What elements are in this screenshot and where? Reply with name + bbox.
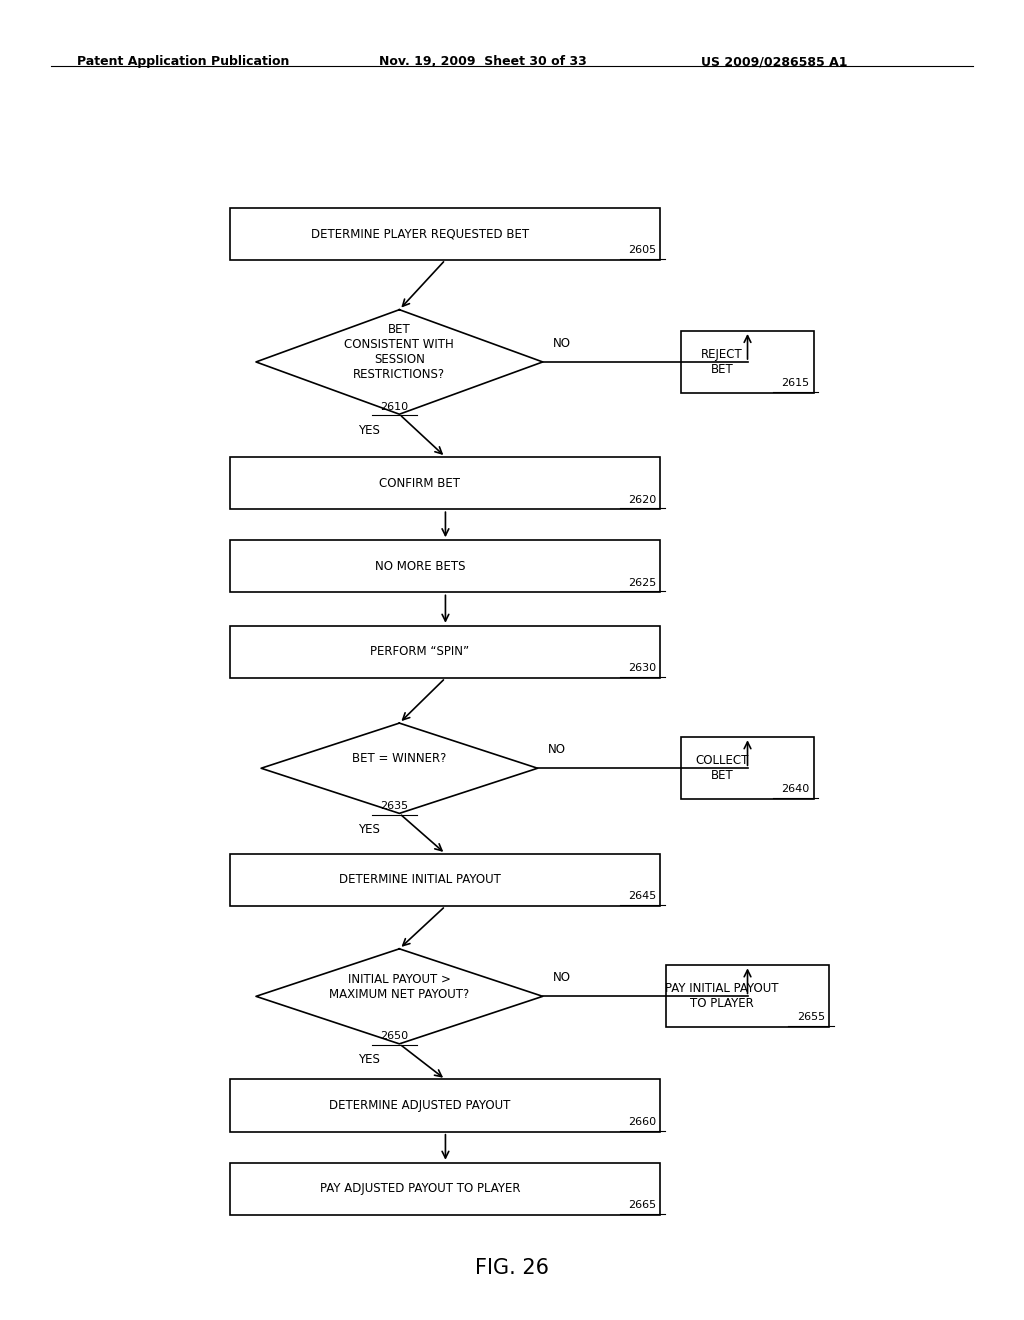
Text: YES: YES [357,1053,380,1067]
Text: US 2009/0286585 A1: US 2009/0286585 A1 [701,55,848,69]
Bar [681,331,814,393]
Text: 2660: 2660 [628,1117,656,1127]
Text: Nov. 19, 2009  Sheet 30 of 33: Nov. 19, 2009 Sheet 30 of 33 [379,55,587,69]
Text: NO: NO [553,972,571,985]
Text: 2620: 2620 [628,495,656,504]
Text: DETERMINE INITIAL PAYOUT: DETERMINE INITIAL PAYOUT [339,874,501,887]
Text: BET
CONSISTENT WITH
SESSION
RESTRICTIONS?: BET CONSISTENT WITH SESSION RESTRICTIONS… [344,323,455,381]
Text: 2615: 2615 [781,378,810,388]
Text: BET = WINNER?: BET = WINNER? [352,752,446,766]
Text: YES: YES [357,822,380,836]
Bar [230,1163,660,1214]
Text: PERFORM “SPIN”: PERFORM “SPIN” [371,645,469,659]
Text: 2610: 2610 [380,401,409,412]
Bar [230,1080,660,1131]
Bar [681,738,814,799]
Text: 2605: 2605 [628,246,656,255]
Text: YES: YES [357,424,380,437]
Text: 2625: 2625 [628,578,656,587]
Text: DETERMINE PLAYER REQUESTED BET: DETERMINE PLAYER REQUESTED BET [310,227,529,240]
Text: NO: NO [553,337,571,350]
Text: INITIAL PAYOUT >
MAXIMUM NET PAYOUT?: INITIAL PAYOUT > MAXIMUM NET PAYOUT? [330,973,469,1001]
Text: 2630: 2630 [628,663,656,673]
Text: CONFIRM BET: CONFIRM BET [379,477,461,490]
Bar [230,540,660,593]
Text: REJECT
BET: REJECT BET [701,348,742,376]
Text: Patent Application Publication: Patent Application Publication [77,55,289,69]
Text: 2655: 2655 [797,1012,825,1023]
Text: NO: NO [548,743,566,756]
Bar [230,854,660,906]
Text: 2640: 2640 [781,784,810,795]
Text: PAY INITIAL PAYOUT
TO PLAYER: PAY INITIAL PAYOUT TO PLAYER [666,982,778,1010]
Text: 2665: 2665 [628,1200,656,1210]
Text: COLLECT
BET: COLLECT BET [695,754,749,783]
Bar [230,207,660,260]
Text: DETERMINE ADJUSTED PAYOUT: DETERMINE ADJUSTED PAYOUT [329,1100,511,1113]
Bar [230,457,660,510]
Text: 2645: 2645 [628,891,656,902]
Text: NO MORE BETS: NO MORE BETS [375,560,465,573]
Bar [230,626,660,678]
Text: 2650: 2650 [380,1031,409,1041]
Text: PAY ADJUSTED PAYOUT TO PLAYER: PAY ADJUSTED PAYOUT TO PLAYER [319,1183,520,1196]
Text: 2635: 2635 [380,801,409,810]
Text: FIG. 26: FIG. 26 [475,1258,549,1278]
Bar [666,965,829,1027]
